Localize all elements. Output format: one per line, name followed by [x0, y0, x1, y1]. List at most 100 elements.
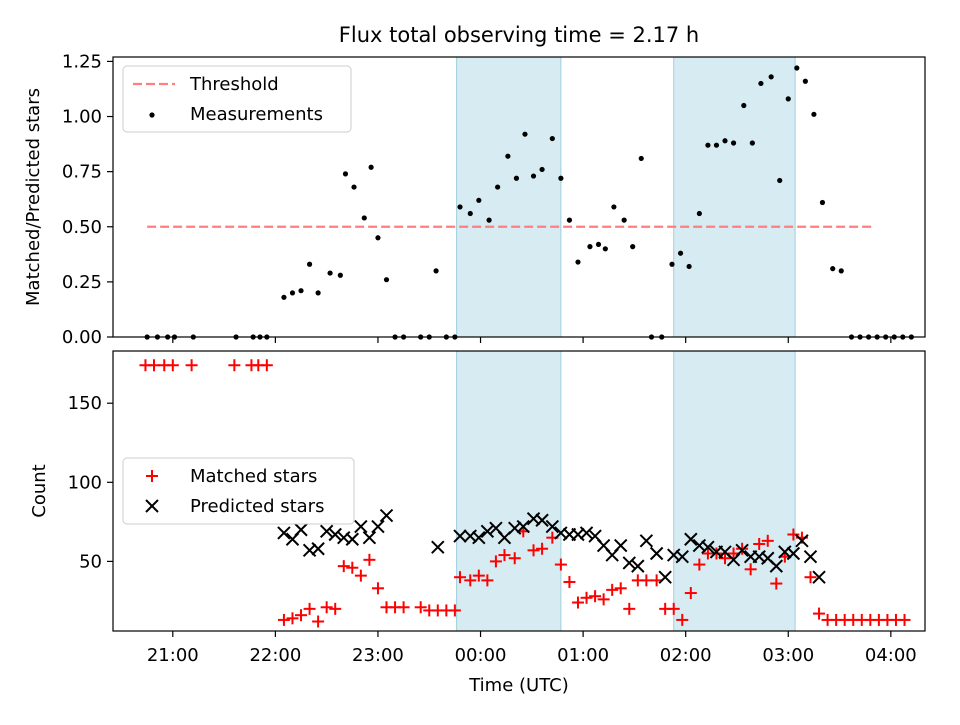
- measurement-point: [342, 171, 349, 177]
- measurement-point: [705, 142, 711, 148]
- measurement-point: [486, 217, 492, 223]
- predicted-star-stroke-2: [658, 570, 672, 584]
- bottom-y-axis-label: Count: [29, 464, 50, 517]
- predicted-star-stroke-2: [761, 551, 775, 565]
- measurement-point: [433, 268, 439, 274]
- predicted-star-point: [379, 508, 394, 523]
- predicted-star-point: [631, 559, 645, 573]
- measurement-point: [549, 135, 555, 142]
- y-tick-label: 1.00: [62, 107, 102, 128]
- measurement-point: [298, 288, 304, 294]
- measurement-point: [315, 290, 321, 296]
- measurement-point: [289, 290, 296, 296]
- measurement-point: [794, 65, 800, 71]
- measurement-point: [768, 74, 774, 80]
- measurement-point: [696, 210, 702, 217]
- measurement-point: [476, 197, 482, 203]
- bottom-legend: Matched stars Predicted stars: [122, 457, 355, 525]
- measurement-point: [722, 138, 728, 144]
- y-tick-label: 0.25: [62, 272, 102, 293]
- predicted-star-stroke-2: [588, 529, 602, 543]
- predicted-star-stroke-2: [545, 519, 560, 534]
- measurement-point: [513, 175, 520, 181]
- matched-star-point: [684, 587, 697, 600]
- x-tick-label: 01:00: [557, 645, 609, 666]
- predicted-star-stroke-2: [639, 534, 654, 548]
- measurement-point: [802, 78, 808, 84]
- top-legend: Threshold Measurements: [122, 65, 352, 133]
- top-shaded-spans: [456, 56, 796, 338]
- matched-star-point: [147, 359, 160, 372]
- predicted-star-point: [622, 556, 636, 570]
- x-tick-label: 00:00: [455, 645, 507, 666]
- predicted-star-point: [328, 527, 342, 542]
- matched-star-point: [813, 607, 826, 620]
- matched-star-point: [472, 569, 485, 582]
- measurement-point: [375, 235, 381, 241]
- measurement-point: [505, 153, 511, 159]
- predicted-star-stroke-2: [803, 549, 818, 564]
- measurement-point: [669, 261, 675, 267]
- matched-star-point: [527, 544, 540, 557]
- measurement-point: [495, 184, 501, 190]
- predicted-star-point: [431, 540, 445, 554]
- measurement-point: [819, 199, 826, 206]
- matched-star-point: [597, 593, 610, 606]
- predicted-star-stroke-2: [371, 519, 385, 534]
- measurement-point: [306, 261, 313, 267]
- predicted-star-stroke-2: [311, 542, 325, 556]
- predicted-star-stroke-2: [812, 570, 826, 584]
- predicted-star-point: [649, 546, 664, 561]
- top-legend-frame: [122, 65, 352, 133]
- predicted-stars-points: [277, 508, 826, 584]
- y-tick-label: 0.50: [62, 217, 102, 238]
- predicted-star-point: [769, 559, 784, 573]
- y-tick-label: 0.75: [62, 162, 102, 183]
- measurement-point: [758, 80, 764, 87]
- measurement-point: [830, 266, 836, 272]
- predicted-star-stroke-2: [579, 526, 594, 540]
- matched-star-point: [571, 596, 584, 609]
- measurement-point: [785, 96, 791, 102]
- predicted-star-point: [795, 534, 809, 548]
- matched-star-point: [397, 601, 410, 614]
- predicted-star-stroke-2: [516, 519, 530, 534]
- matched-star-point: [166, 359, 179, 372]
- predicted-star-stroke-2: [795, 534, 809, 548]
- predicted-star-point: [345, 532, 360, 546]
- predicted-star-point: [472, 530, 486, 545]
- predicted-star-point: [516, 519, 530, 534]
- measurement-point: [558, 175, 564, 181]
- predicted-star-stroke-2: [294, 523, 308, 537]
- predicted-star-point: [639, 534, 654, 548]
- top-axes-frame: [112, 56, 926, 338]
- measurement-point: [621, 217, 627, 223]
- matched-star-point: [354, 569, 367, 582]
- measurement-point: [838, 268, 844, 274]
- predicted-star-point: [684, 532, 698, 546]
- shaded-span-2: [673, 56, 796, 338]
- predicted-star-stroke-2: [614, 538, 628, 553]
- predicted-star-stroke-2: [354, 519, 368, 534]
- x-tick-label: 03:00: [762, 645, 814, 666]
- x-tick-label: 02:00: [660, 645, 712, 666]
- predicted-star-stroke-2: [302, 543, 317, 558]
- matched-star-point: [371, 582, 384, 595]
- measurement-point: [368, 164, 374, 170]
- predicted-star-stroke-2: [735, 543, 749, 558]
- predicted-star-point: [803, 549, 818, 564]
- measurement-point: [327, 270, 333, 276]
- predicted-star-stroke-2: [571, 527, 585, 542]
- matched-star-point: [454, 571, 467, 584]
- matched-star-point: [770, 577, 783, 590]
- predicted-star-stroke-2: [453, 529, 467, 543]
- predicted-star-point: [812, 570, 826, 584]
- matched-star-point: [295, 609, 308, 622]
- measurement-point: [539, 166, 545, 173]
- measurement-point: [281, 294, 287, 300]
- predicted-star-point: [319, 524, 334, 539]
- matched-star-point: [312, 615, 325, 628]
- x-tick-label: 21:00: [147, 645, 199, 666]
- x-tick-label: 22:00: [249, 645, 301, 666]
- predicted-star-stroke-2: [472, 530, 486, 545]
